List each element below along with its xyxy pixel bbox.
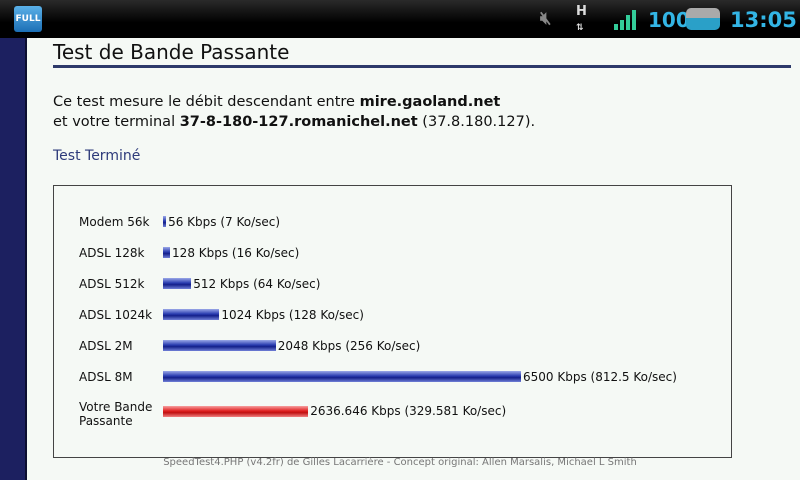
battery-level: 100: [648, 8, 690, 32]
signal-icon: [614, 10, 638, 30]
bar-label: Votre Bande Passante: [79, 400, 153, 428]
mute-icon: 🔇︎: [540, 8, 552, 29]
bar-value-label: 128 Kbps (16 Ko/sec): [172, 246, 300, 260]
status-bar: FULL 🔇︎ H ⇅ 100 13:05: [0, 0, 800, 38]
bar-label: ADSL 8M: [79, 370, 133, 384]
app-notification-icon: FULL: [14, 6, 42, 32]
bar-value-label: 512 Kbps (64 Ko/sec): [193, 277, 321, 291]
clock: 13:05: [730, 8, 797, 32]
intro-text: Ce test mesure le débit descendant entre…: [53, 92, 535, 132]
bar: [163, 309, 220, 320]
battery-icon: [686, 8, 720, 30]
bar: [163, 371, 521, 382]
server-name: mire.gaoland.net: [359, 94, 501, 110]
speed-chart: Modem 56k 56 Kbps (7 Ko/sec) ADSL 128k 128 …: [53, 185, 732, 458]
ip-address: (37.8.180.127).: [417, 114, 536, 130]
host-name: 37-8-180-127.romanichel.net: [179, 114, 418, 130]
side-strip: [0, 38, 27, 480]
bar: [163, 406, 309, 417]
intro-line2: et votre terminal: [53, 114, 180, 130]
bar: [163, 278, 192, 289]
test-status: Test Terminé: [53, 148, 141, 164]
bar-label: Modem 56k: [79, 215, 150, 229]
bar-value-label: 56 Kbps (7 Ko/sec): [168, 215, 281, 229]
title-divider: [53, 65, 791, 68]
hspa-data-icon: H ⇅: [576, 4, 587, 33]
bar-value-label: 2048 Kbps (256 Ko/sec): [277, 339, 421, 353]
bar-value-label: 6500 Kbps (812.5 Ko/sec): [523, 370, 677, 384]
bar: [163, 216, 167, 227]
intro-line1: Ce test mesure le débit descendant entre: [53, 94, 360, 110]
bar-label: ADSL 1024k: [79, 308, 153, 322]
bar-label: ADSL 2M: [79, 339, 133, 353]
bar: [163, 247, 171, 258]
bar-label: ADSL 512k: [79, 277, 145, 291]
footer-credits: SpeedTest4.PHP (v4.2fr) de Gilles Lacarr…: [163, 457, 637, 468]
bar: [163, 340, 276, 351]
bar-value-label: 1024 Kbps (128 Ko/sec): [221, 308, 364, 322]
bar-value-label: 2636.646 Kbps (329.581 Ko/sec): [310, 404, 507, 418]
bar-label: ADSL 128k: [79, 246, 145, 260]
page-title: Test de Bande Passante: [53, 40, 290, 64]
